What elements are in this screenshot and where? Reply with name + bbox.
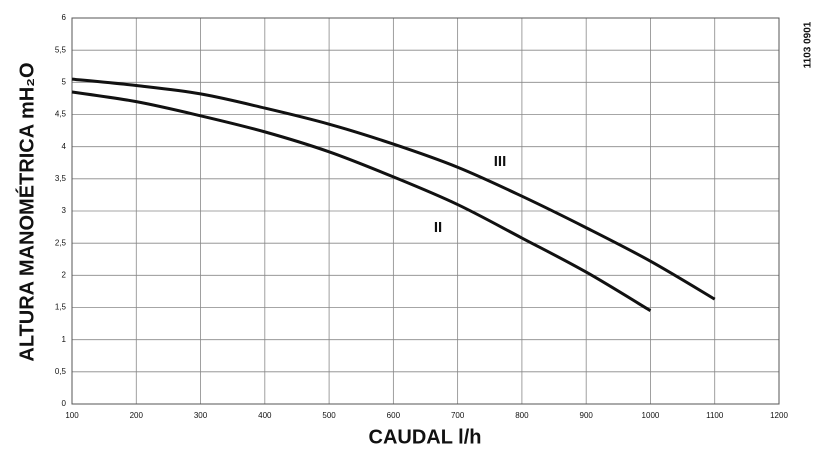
- x-tick-label: 1100: [706, 411, 724, 420]
- x-tick-label: 200: [130, 411, 144, 420]
- plot-frame: [71, 17, 780, 405]
- y-tick-label: 4: [62, 142, 67, 151]
- x-axis-label: CAUDAL l/h: [369, 426, 482, 448]
- y-tick-label: 2,5: [55, 238, 67, 247]
- code-label: 1103 0901: [803, 21, 814, 68]
- x-tick-label: 300: [194, 411, 208, 420]
- y-tick-label: 5,5: [55, 45, 67, 54]
- x-tick-label: 500: [322, 411, 336, 420]
- y-tick-label: 3: [62, 206, 67, 215]
- y-tick-label: 0: [62, 399, 67, 408]
- x-tick-label: 700: [451, 411, 465, 420]
- y-tick-label: 1,5: [55, 303, 67, 312]
- x-tick-label: 100: [65, 411, 79, 420]
- y-tick-label: 0,5: [55, 367, 67, 376]
- x-tick-label: 900: [580, 411, 594, 420]
- x-tick-label: 600: [387, 411, 401, 420]
- x-tick-label: 800: [515, 411, 529, 420]
- curve-label: II: [434, 219, 442, 236]
- x-tick-label: 1000: [642, 411, 660, 420]
- curve: [71, 90, 652, 313]
- y-tick-label: 4,5: [55, 110, 67, 119]
- y-tick-label: 5: [62, 77, 67, 86]
- x-tick-label: 400: [258, 411, 272, 420]
- y-axis-label: ALTURA MANOMÉTRICA mH₂O: [15, 62, 38, 361]
- curve-label: III: [494, 153, 507, 170]
- y-tick-label: 6: [62, 13, 67, 22]
- y-tick-label: 1: [62, 335, 67, 344]
- y-tick-label: 3,5: [55, 174, 67, 183]
- y-tick-label: 2: [62, 270, 67, 279]
- x-tick-label: 1200: [770, 411, 788, 420]
- curve: [71, 77, 716, 301]
